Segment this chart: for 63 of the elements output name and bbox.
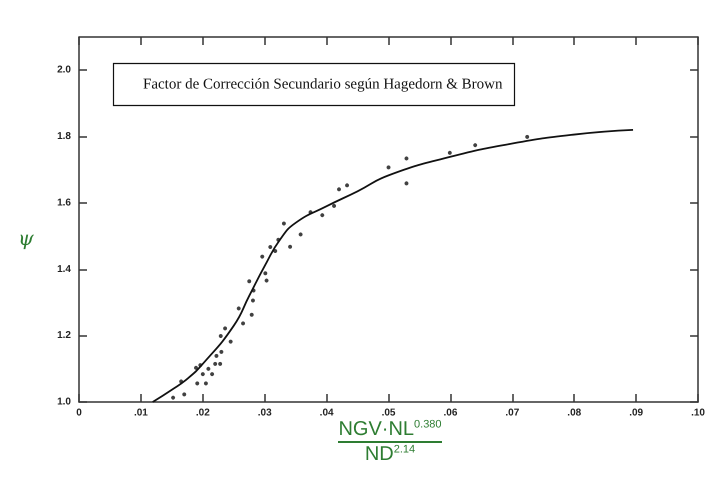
point (282, 221, 286, 226)
point (337, 187, 341, 192)
point (250, 298, 255, 302)
point (525, 134, 530, 139)
point (195, 381, 200, 386)
point (250, 312, 254, 317)
x-tick-label: .06 (443, 408, 458, 418)
point (228, 340, 233, 344)
point (179, 379, 184, 384)
point (194, 366, 198, 370)
point (448, 150, 452, 155)
point (252, 288, 256, 293)
point (264, 278, 269, 283)
point (276, 238, 280, 242)
point (198, 363, 202, 368)
point (288, 244, 292, 249)
y-tick-label: 1.8 (57, 131, 72, 142)
point (298, 232, 303, 236)
point (182, 392, 186, 396)
y-tick-label: 1.2 (57, 330, 72, 342)
x-tick-label: .03 (258, 408, 272, 418)
y-axis-title: ψ (18, 226, 34, 250)
point (214, 354, 218, 358)
point (260, 254, 264, 259)
y-tick-label: 1.4 (57, 264, 72, 275)
x-tick-label: .10 (691, 408, 706, 418)
x-tick-label: .07 (505, 408, 520, 418)
point (247, 279, 252, 284)
point (218, 362, 222, 366)
point (219, 350, 224, 354)
point (236, 306, 241, 310)
x-tick-label: .05 (382, 408, 396, 418)
x-tick-label: .02 (196, 408, 210, 418)
text: NGV·NL$^{0.380}$ ND$^{2.14}$ (338, 418, 442, 465)
point (263, 271, 268, 276)
point (473, 143, 478, 148)
point (241, 321, 246, 326)
point (345, 183, 350, 188)
point (404, 181, 408, 186)
point (218, 334, 223, 338)
text: Factor de Corrección Secundario según Hagedorn & Brown (143, 76, 503, 92)
x-tick-label: .04 (320, 408, 334, 418)
point (268, 245, 272, 250)
point (171, 396, 176, 400)
point (386, 165, 391, 170)
point (273, 249, 278, 254)
y-tick-label: 2.0 (57, 64, 72, 76)
x-tick-label: .09 (629, 408, 644, 418)
x-tick-label: 0 (76, 408, 82, 418)
point (332, 204, 336, 208)
y-tick-label: 1.6 (57, 197, 72, 208)
point (210, 372, 214, 376)
point (213, 362, 218, 366)
y-tick-label: 1.0 (57, 396, 72, 408)
point (204, 381, 208, 386)
point (200, 372, 205, 376)
line-series (152, 129, 634, 403)
x-tick-label: .08 (567, 408, 582, 418)
point (206, 366, 210, 371)
point (320, 213, 324, 218)
point (223, 326, 228, 330)
point (404, 156, 408, 160)
x-tick-label: .01 (134, 408, 148, 418)
